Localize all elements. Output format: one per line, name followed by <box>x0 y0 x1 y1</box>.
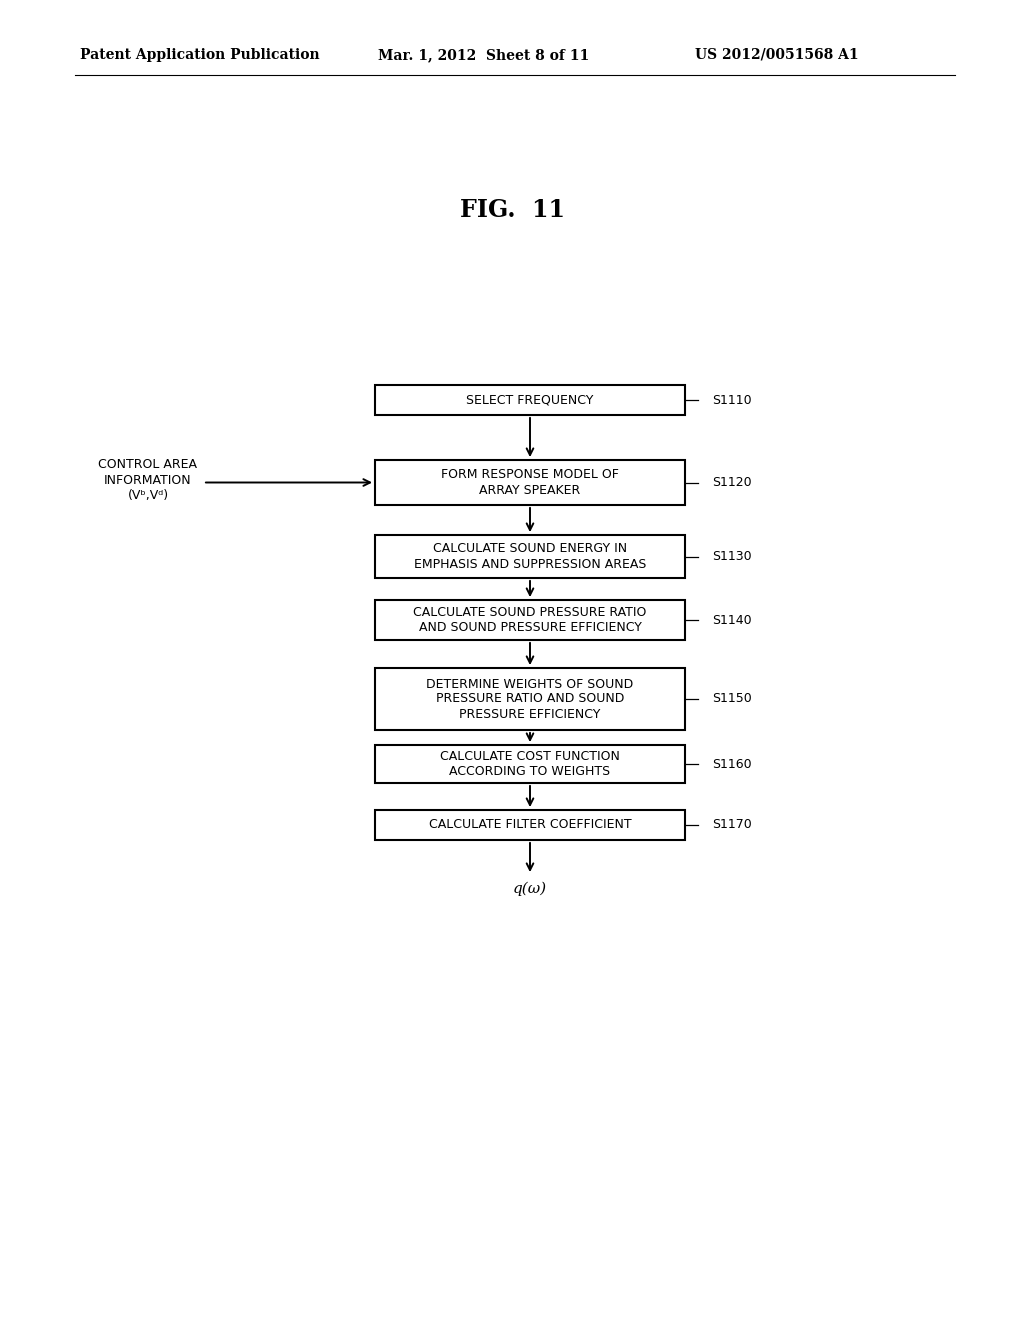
Text: CALCULATE COST FUNCTION
ACCORDING TO WEIGHTS: CALCULATE COST FUNCTION ACCORDING TO WEI… <box>440 750 620 777</box>
Text: FIG.  11: FIG. 11 <box>460 198 564 222</box>
Text: CALCULATE FILTER COEFFICIENT: CALCULATE FILTER COEFFICIENT <box>429 818 632 832</box>
Text: INFORMATION: INFORMATION <box>104 474 191 487</box>
Text: S1160: S1160 <box>712 758 752 771</box>
Text: CALCULATE SOUND ENERGY IN
EMPHASIS AND SUPPRESSION AREAS: CALCULATE SOUND ENERGY IN EMPHASIS AND S… <box>414 543 646 570</box>
Text: DETERMINE WEIGHTS OF SOUND
PRESSURE RATIO AND SOUND
PRESSURE EFFICIENCY: DETERMINE WEIGHTS OF SOUND PRESSURE RATI… <box>426 677 634 721</box>
Text: S1120: S1120 <box>712 477 752 488</box>
Text: Mar. 1, 2012  Sheet 8 of 11: Mar. 1, 2012 Sheet 8 of 11 <box>378 48 589 62</box>
Bar <box>375 810 685 840</box>
Text: S1110: S1110 <box>712 393 752 407</box>
Text: US 2012/0051568 A1: US 2012/0051568 A1 <box>695 48 859 62</box>
Bar <box>375 601 685 640</box>
Text: Patent Application Publication: Patent Application Publication <box>80 48 319 62</box>
Text: S1170: S1170 <box>712 818 752 832</box>
Text: S1150: S1150 <box>712 693 752 705</box>
Text: (Vᵇ,Vᵈ): (Vᵇ,Vᵈ) <box>127 490 169 503</box>
Bar <box>375 744 685 783</box>
Text: CALCULATE SOUND PRESSURE RATIO
AND SOUND PRESSURE EFFICIENCY: CALCULATE SOUND PRESSURE RATIO AND SOUND… <box>414 606 647 634</box>
Text: FORM RESPONSE MODEL OF
ARRAY SPEAKER: FORM RESPONSE MODEL OF ARRAY SPEAKER <box>441 469 618 496</box>
Text: S1140: S1140 <box>712 614 752 627</box>
Text: SELECT FREQUENCY: SELECT FREQUENCY <box>466 393 594 407</box>
Text: q(ω): q(ω) <box>513 882 547 896</box>
Bar <box>375 459 685 506</box>
Text: CONTROL AREA: CONTROL AREA <box>98 458 198 470</box>
Bar <box>375 385 685 414</box>
Text: S1130: S1130 <box>712 550 752 564</box>
Bar <box>375 668 685 730</box>
Bar <box>375 535 685 578</box>
